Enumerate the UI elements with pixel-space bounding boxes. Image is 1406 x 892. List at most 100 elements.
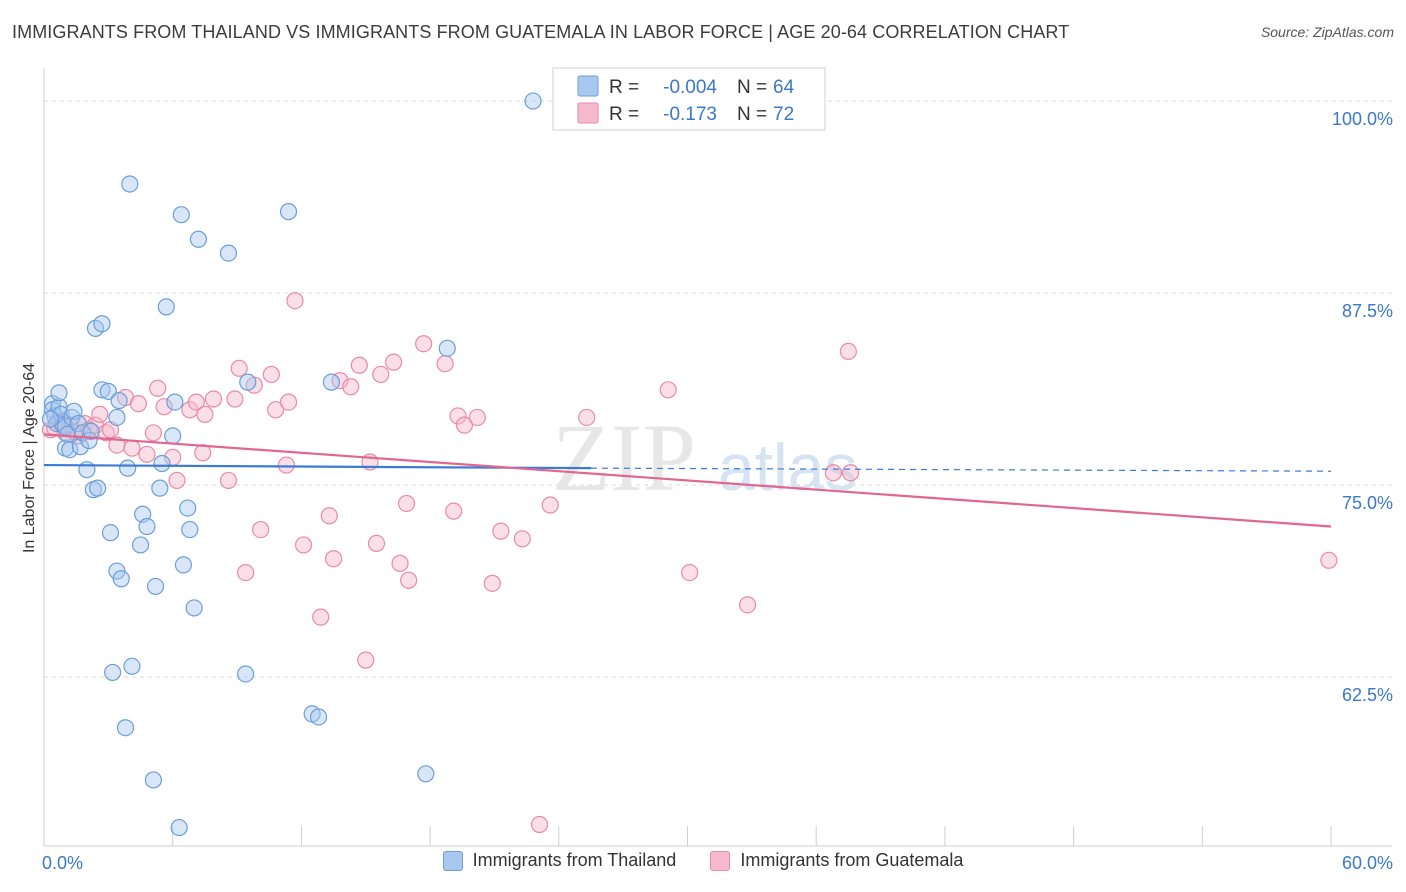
guatemala-point (168, 471, 186, 490)
x-tick-label-max: 60.0% (1342, 853, 1393, 873)
thailand-point (104, 663, 122, 682)
thailand-point (69, 415, 87, 433)
trend-lines (43, 433, 1332, 528)
thailand-point (93, 315, 111, 333)
guatemala-point (385, 353, 403, 371)
guatemala-point (578, 408, 596, 427)
guatemala-point (357, 651, 375, 669)
thailand-point (185, 599, 203, 617)
thailand-point (279, 203, 298, 221)
thailand-point (146, 577, 165, 596)
thailand-point (524, 92, 542, 110)
thailand-point (239, 373, 257, 391)
guatemala-point (681, 563, 699, 582)
legend-swatch-guatemala (577, 102, 599, 124)
guatemala-point (445, 502, 463, 520)
thailand-point (71, 438, 90, 456)
guatemala-point (286, 292, 304, 310)
legend-item-thailand[interactable]: Immigrants from Thailand (442, 850, 677, 871)
legend-r-value-guatemala: -0.173 (663, 104, 717, 125)
thailand-point (61, 441, 79, 459)
guatemala-point (839, 342, 857, 361)
thailand-point (166, 393, 184, 411)
y-tick-label: 87.5% (1342, 301, 1393, 321)
guatemala-point (123, 439, 141, 457)
thailand-point (417, 765, 435, 783)
guatemala-point (841, 464, 860, 482)
guatemala-point (824, 464, 842, 482)
legend-label-thailand: Immigrants from Thailand (472, 850, 677, 870)
legend-item-guatemala[interactable]: Immigrants from Guatemala (710, 850, 963, 871)
guatemala-point (279, 393, 298, 411)
zipatlas-watermark: ZIP atlas (552, 404, 857, 511)
legend-r-value-thailand: -0.004 (663, 77, 717, 98)
axes-layer: 0.0% 60.0% (42, 68, 1393, 873)
guatemala-point (219, 471, 238, 490)
thailand-point (101, 524, 120, 542)
guatemala-point (320, 507, 338, 525)
thailand-point (41, 410, 60, 428)
correlation-legend: R = -0.004 N = 64 R = -0.173 N = 72 (552, 67, 826, 131)
legend-swatch-thailand (577, 75, 599, 97)
guatemala-point (372, 365, 390, 384)
guatemala-point (1320, 551, 1338, 569)
guatemala-point (230, 359, 248, 377)
thailand-point (144, 771, 162, 789)
thailand-point (438, 339, 456, 357)
guatemala-point (129, 395, 147, 413)
guatemala-point (277, 456, 295, 474)
thailand-point (123, 657, 141, 675)
guatemala-point (492, 522, 510, 540)
guatemala-point (530, 815, 549, 834)
guatemala-point (144, 424, 162, 442)
guatemala-point (324, 550, 343, 568)
guatemala-point (312, 608, 330, 626)
y-tick-label: 100.0% (1332, 109, 1393, 129)
guatemala-point (468, 408, 486, 427)
thailand-point (119, 459, 137, 477)
guatemala-point (342, 378, 360, 396)
guatemala-point (138, 445, 156, 463)
thailand-point (93, 381, 111, 399)
x-tick-label-min: 0.0% (42, 853, 83, 873)
thailand-point (50, 384, 68, 402)
thailand-point (170, 818, 188, 837)
thailand-point (131, 536, 150, 554)
bottom-legend: Immigrants from Thailand Immigrants from… (0, 850, 1406, 871)
guatemala-point (252, 520, 270, 539)
legend-n-value-thailand: 64 (773, 77, 795, 98)
grid-layer: 62.5% 75.0% 87.5% 100.0% (44, 100, 1393, 705)
thailand-point (82, 422, 100, 440)
legend-n-value-guatemala: 72 (773, 104, 794, 125)
guatemala-point (367, 534, 386, 553)
thailand-points (41, 92, 542, 837)
thailand-point (151, 479, 169, 497)
thailand-point (179, 499, 197, 517)
thailand-point (112, 570, 130, 588)
guatemala-point (659, 381, 677, 399)
thailand-point (116, 719, 135, 737)
guatemala-point (196, 405, 214, 423)
legend-r-label-guatemala: R = (609, 104, 639, 125)
thailand-point (164, 427, 182, 445)
guatemala-point (738, 596, 757, 614)
thailand-point (172, 206, 190, 224)
guatemala-point (415, 335, 433, 353)
thailand-point (174, 556, 193, 574)
guatemala-point (155, 398, 173, 416)
guatemala-point (226, 390, 244, 408)
guatemala-point (149, 379, 167, 397)
thailand-point (237, 665, 255, 683)
guatemala-point (400, 571, 418, 589)
guatemala-point (331, 371, 349, 390)
y-tick-label: 62.5% (1342, 685, 1393, 705)
y-tick-label: 75.0% (1342, 493, 1393, 513)
thailand-point (121, 175, 139, 193)
thailand-point (157, 298, 175, 316)
guatemala-point (397, 494, 416, 513)
watermark-zip: ZIP (552, 404, 696, 511)
guatemala-point (267, 401, 285, 419)
y-axis-label: In Labor Force | Age 20-64 (21, 363, 38, 553)
guatemala-point (391, 554, 409, 572)
